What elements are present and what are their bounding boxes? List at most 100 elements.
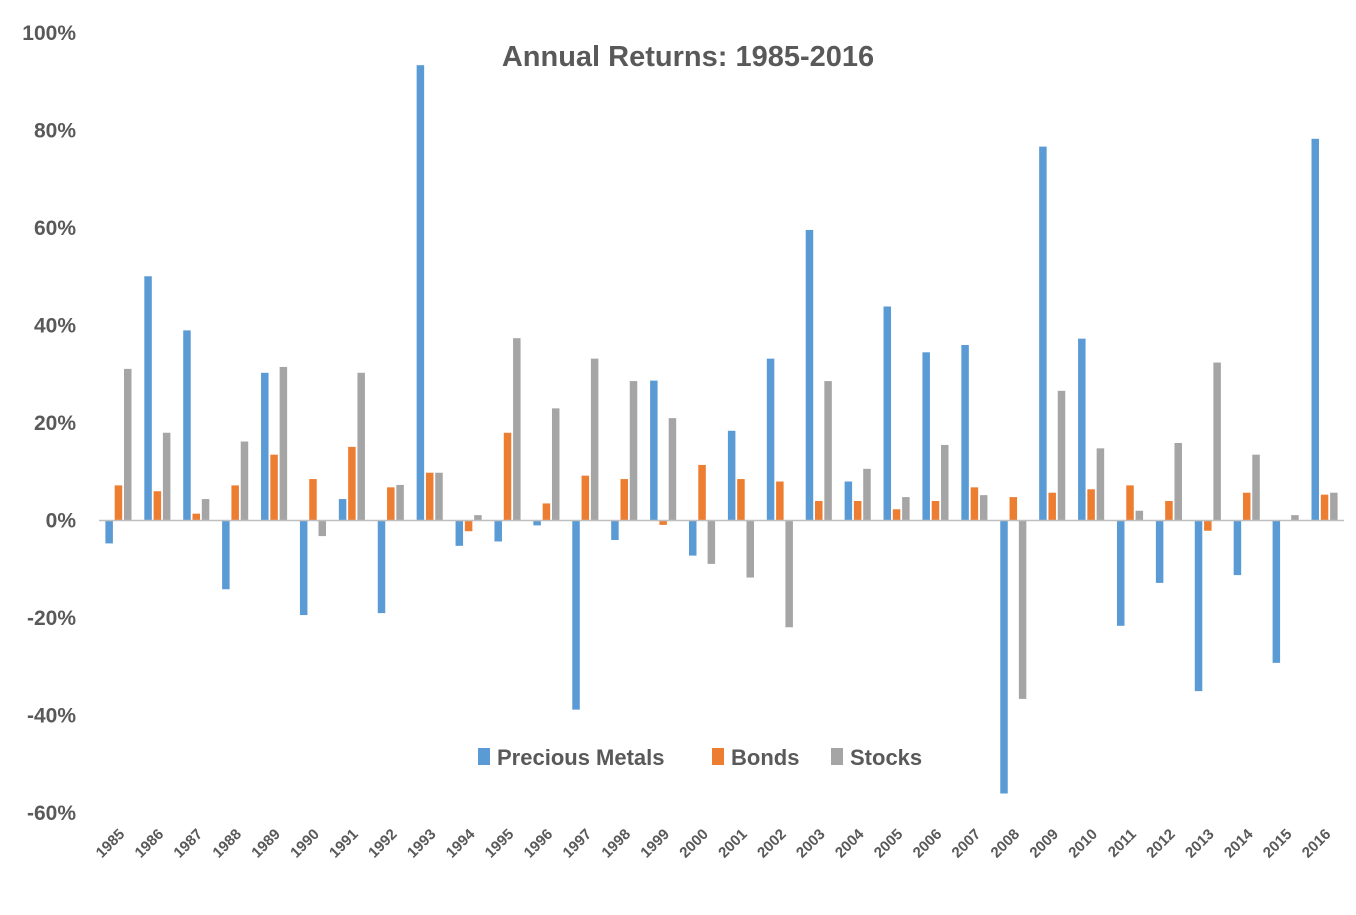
- bar-bonds-2003: [815, 501, 823, 521]
- bar-bonds-2014: [1242, 492, 1251, 521]
- bar-bonds-2004: [853, 501, 862, 521]
- bar-stocks-2001: [746, 520, 754, 578]
- bar-stocks-2008: [1018, 520, 1027, 699]
- bar-stocks-2014: [1252, 454, 1260, 521]
- y-tick-label: 40%: [34, 315, 76, 338]
- bar-bonds-1991: [348, 446, 356, 521]
- x-tick-label: 1987: [170, 826, 206, 862]
- bar-bonds-1990: [309, 479, 317, 521]
- x-axis-ticks: 1985 1986 1987 1988 1989 1990 1991 1992 1993 1994…: [93, 825, 1335, 861]
- bar-stocks-2009: [1057, 390, 1066, 521]
- bar-stocks-2006: [941, 444, 949, 521]
- bar-precious-metals-2003: [805, 229, 814, 521]
- bar-bonds-2001: [737, 479, 745, 521]
- bar-bonds-2010: [1087, 489, 1095, 521]
- bar-bonds-1995: [503, 432, 512, 521]
- bar-stocks-1992: [396, 484, 404, 521]
- bar-stocks-1994: [474, 515, 482, 521]
- bar-stocks-2000: [707, 520, 716, 564]
- bar-bonds-1996: [542, 503, 551, 521]
- bar-stocks-1991: [357, 372, 365, 521]
- x-tick-label: 2001: [715, 826, 751, 862]
- bar-bonds-1992: [387, 487, 395, 521]
- x-tick-label: 1997: [560, 826, 596, 862]
- legend-swatch-precious-metals: [478, 748, 490, 765]
- bar-precious-metals-1990: [299, 520, 308, 616]
- chart-title: Annual Returns: 1985-2016: [502, 41, 874, 73]
- bar-precious-metals-2010: [1078, 338, 1086, 521]
- x-tick-label: 2006: [910, 826, 946, 862]
- y-tick-label: -20%: [27, 607, 76, 630]
- x-tick-label: 2002: [754, 826, 790, 862]
- bar-stocks-1990: [318, 520, 327, 537]
- y-tick-label: 100%: [22, 22, 76, 45]
- bar-stocks-2016: [1330, 492, 1338, 521]
- bar-bonds-2016: [1320, 494, 1329, 521]
- bar-stocks-1986: [162, 432, 171, 521]
- bar-precious-metals-2006: [922, 352, 930, 521]
- x-tick-label: 1993: [404, 826, 440, 862]
- bar-precious-metals-1994: [455, 520, 464, 546]
- bar-bonds-1985: [114, 485, 123, 521]
- y-axis-ticks: 100% 80% 60% 40% 20% 0% -20% -40% -60%: [22, 22, 76, 825]
- bar-precious-metals-1998: [611, 520, 619, 540]
- bar-bonds-2007: [970, 487, 979, 521]
- bar-stocks-2013: [1213, 362, 1221, 521]
- x-tick-label: 2004: [832, 825, 868, 861]
- y-tick-label: 80%: [34, 120, 76, 143]
- bar-stocks-1998: [629, 381, 638, 521]
- x-tick-label: 2011: [1105, 826, 1140, 861]
- bar-bonds-1994: [464, 520, 473, 532]
- x-tick-label: 2014: [1221, 825, 1257, 861]
- bar-bonds-2011: [1126, 485, 1134, 521]
- bar-precious-metals-2011: [1116, 520, 1125, 626]
- bar-stocks-1995: [513, 338, 521, 521]
- y-tick-label: 20%: [34, 412, 76, 435]
- y-tick-label: 0%: [46, 510, 77, 533]
- bar-stocks-2005: [902, 497, 910, 521]
- bar-stocks-1993: [435, 472, 443, 521]
- y-tick-label: 60%: [34, 217, 76, 240]
- x-tick-label: 2009: [1026, 826, 1062, 862]
- bar-precious-metals-2001: [727, 430, 736, 521]
- x-tick-label: 2010: [1065, 826, 1101, 862]
- legend-label-bonds: Bonds: [731, 745, 799, 770]
- bar-stocks-2003: [824, 381, 832, 521]
- bar-precious-metals-2008: [1000, 520, 1008, 794]
- bar-precious-metals-1999: [650, 380, 658, 521]
- y-tick-label: -60%: [27, 802, 76, 825]
- x-tick-label: 2016: [1299, 826, 1335, 862]
- bar-stocks-1988: [240, 441, 249, 521]
- bar-precious-metals-1986: [144, 276, 152, 521]
- bar-stocks-2004: [863, 468, 871, 521]
- bar-stocks-1989: [279, 366, 288, 521]
- x-tick-label: 1985: [93, 826, 129, 862]
- x-tick-label: 1995: [482, 826, 518, 862]
- x-tick-label: 2007: [949, 826, 985, 862]
- x-tick-label: 2005: [871, 826, 907, 862]
- x-tick-label: 2003: [793, 826, 829, 862]
- x-tick-label: 1996: [521, 826, 557, 862]
- bar-bonds-1989: [270, 454, 278, 521]
- bar-precious-metals-1993: [416, 65, 425, 521]
- bar-stocks-2002: [785, 520, 793, 628]
- bar-bonds-2000: [698, 464, 706, 521]
- x-tick-label: 2012: [1143, 826, 1179, 862]
- bar-stocks-2007: [979, 495, 988, 521]
- x-tick-label: 2000: [676, 826, 712, 862]
- x-tick-label: 1992: [365, 826, 401, 862]
- bar-stocks-2011: [1135, 510, 1144, 521]
- legend: Precious Metals Bonds Stocks: [478, 745, 922, 770]
- bar-precious-metals-1989: [261, 372, 269, 521]
- bar-precious-metals-2016: [1311, 138, 1319, 521]
- bar-precious-metals-1985: [105, 520, 113, 544]
- bar-precious-metals-2012: [1155, 520, 1164, 583]
- bar-stocks-1985: [124, 368, 132, 521]
- bar-stocks-2015: [1291, 515, 1299, 521]
- bar-precious-metals-1991: [338, 499, 347, 521]
- bar-precious-metals-2015: [1272, 520, 1281, 663]
- bar-precious-metals-1992: [377, 520, 386, 614]
- legend-swatch-stocks: [831, 748, 843, 765]
